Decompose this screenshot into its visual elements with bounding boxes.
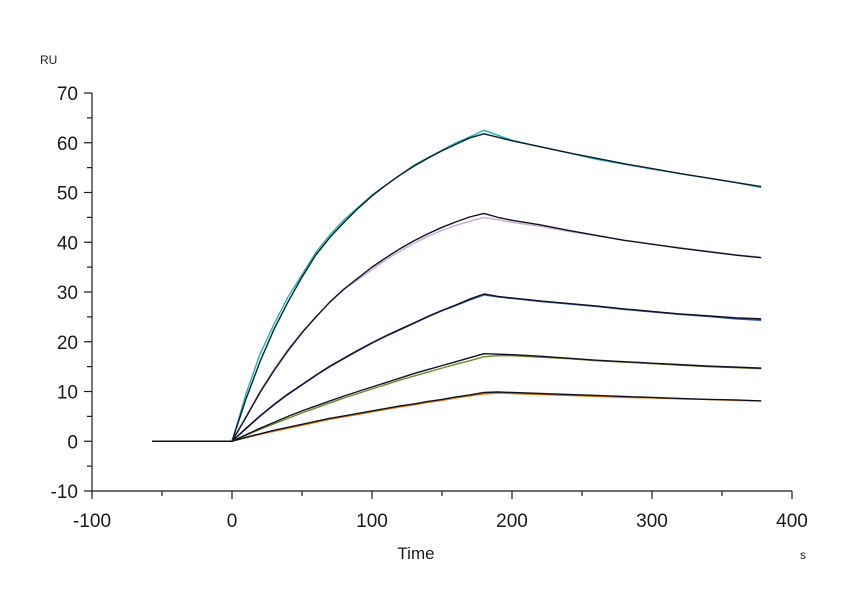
y-tick-label: 70 <box>57 84 78 105</box>
y-tick-label: 20 <box>57 333 78 354</box>
x-tick-label: 200 <box>496 511 528 532</box>
y-tick-label: -10 <box>51 482 78 503</box>
series-layer <box>152 129 762 442</box>
y-tick-label: 50 <box>57 184 78 205</box>
series-line-4 <box>152 212 762 442</box>
y-tick-label: 60 <box>57 134 78 155</box>
series-line-9 <box>152 392 762 442</box>
x-tick-label: 100 <box>356 511 388 532</box>
series-line-6 <box>152 293 762 442</box>
x-axis-unit: s <box>800 548 806 562</box>
x-axis-title: Time <box>397 544 434 563</box>
series-line-10 <box>152 391 762 442</box>
series-line-8 <box>152 352 762 442</box>
y-tick-label: 10 <box>57 383 78 404</box>
x-tick-label: -100 <box>73 511 111 532</box>
y-axis-label: RU <box>40 53 57 67</box>
x-tick-label: 300 <box>636 511 668 532</box>
y-tick-label: 0 <box>67 432 78 453</box>
y-tick-label: 40 <box>57 233 78 254</box>
y-tick-label: 30 <box>57 283 78 304</box>
series-line-2 <box>152 133 762 442</box>
x-tick-label: 0 <box>227 511 238 532</box>
series-line-1 <box>152 129 762 442</box>
x-tick-label: 400 <box>776 511 808 532</box>
